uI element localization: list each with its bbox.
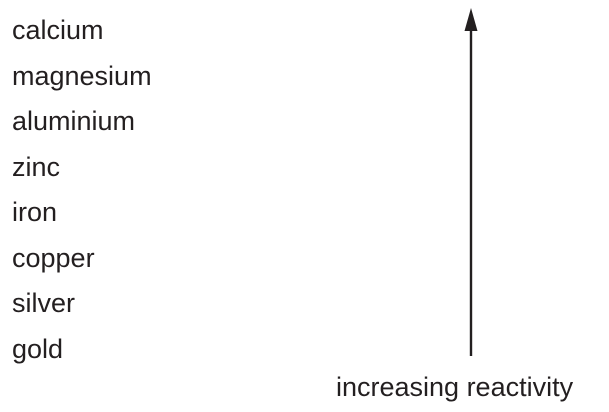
metal-aluminium: aluminium: [12, 106, 136, 136]
arrow-label: increasing reactivity: [336, 372, 574, 402]
metal-zinc: zinc: [12, 151, 61, 182]
metal-calcium: calcium: [12, 15, 104, 45]
reactivity-series-list: calcium magnesium aluminium zinc iron co…: [12, 8, 152, 372]
metal-iron: iron: [12, 197, 58, 227]
metal-magnesium: magnesium: [12, 60, 152, 91]
metal-copper: copper: [12, 242, 95, 273]
metal-silver: silver: [12, 288, 76, 318]
arrow-head: [464, 8, 478, 31]
metal-gold: gold: [12, 333, 64, 364]
